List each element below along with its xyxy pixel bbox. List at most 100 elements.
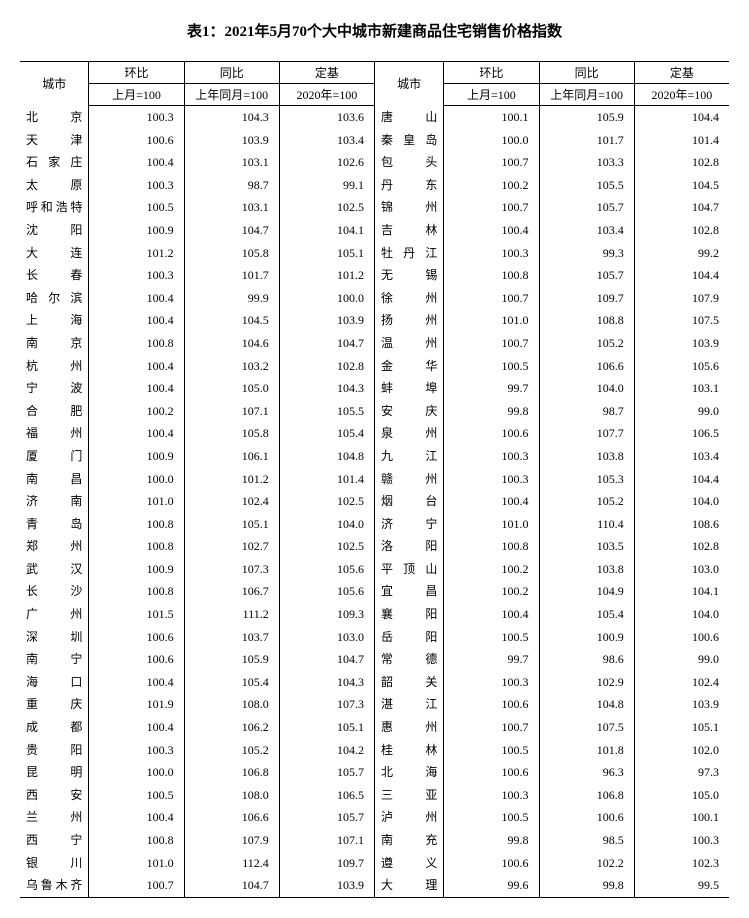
value-cell: 100.3 — [444, 671, 539, 694]
value-cell: 100.6 — [634, 626, 729, 649]
value-cell: 107.3 — [279, 693, 374, 716]
city-cell: 上海 — [20, 309, 89, 332]
value-cell: 100.5 — [444, 626, 539, 649]
value-cell: 100.8 — [89, 535, 184, 558]
value-cell: 100.3 — [89, 264, 184, 287]
city-cell: 扬州 — [374, 309, 443, 332]
value-cell: 102.8 — [634, 151, 729, 174]
header-city-left: 城市 — [20, 62, 89, 106]
value-cell: 100.3 — [89, 739, 184, 762]
city-cell: 西宁 — [20, 829, 89, 852]
value-cell: 101.8 — [539, 739, 634, 762]
value-cell: 106.7 — [184, 580, 279, 603]
value-cell: 104.2 — [279, 739, 374, 762]
value-cell: 100.4 — [89, 806, 184, 829]
value-cell: 108.0 — [184, 693, 279, 716]
table-row: 呼和浩特100.5103.1102.5锦州100.7105.7104.7 — [20, 196, 729, 219]
value-cell: 100.4 — [444, 490, 539, 513]
value-cell: 100.2 — [444, 580, 539, 603]
value-cell: 105.4 — [539, 603, 634, 626]
value-cell: 105.1 — [279, 716, 374, 739]
value-cell: 101.2 — [184, 468, 279, 491]
table-row: 南宁100.6105.9104.7常德99.798.699.0 — [20, 648, 729, 671]
city-cell: 洛阳 — [374, 535, 443, 558]
value-cell: 100.1 — [634, 806, 729, 829]
table-row: 乌鲁木齐100.7104.7103.9大理99.699.899.5 — [20, 874, 729, 897]
table-row: 济南101.0102.4102.5烟台100.4105.2104.0 — [20, 490, 729, 513]
value-cell: 97.3 — [634, 761, 729, 784]
value-cell: 100.2 — [444, 558, 539, 581]
table-row: 成都100.4106.2105.1惠州100.7107.5105.1 — [20, 716, 729, 739]
value-cell: 105.4 — [279, 422, 374, 445]
city-cell: 牡丹江 — [374, 242, 443, 265]
value-cell: 105.7 — [279, 761, 374, 784]
value-cell: 100.3 — [634, 829, 729, 852]
value-cell: 105.1 — [279, 242, 374, 265]
value-cell: 101.0 — [444, 513, 539, 536]
value-cell: 103.3 — [539, 151, 634, 174]
value-cell: 101.0 — [444, 309, 539, 332]
value-cell: 105.9 — [184, 648, 279, 671]
city-cell: 南充 — [374, 829, 443, 852]
value-cell: 105.1 — [184, 513, 279, 536]
value-cell: 104.1 — [279, 219, 374, 242]
value-cell: 104.7 — [279, 648, 374, 671]
value-cell: 104.8 — [279, 445, 374, 468]
value-cell: 105.2 — [539, 490, 634, 513]
table-row: 贵阳100.3105.2104.2桂林100.5101.8102.0 — [20, 739, 729, 762]
subheader-yoy-right: 上年同月=100 — [539, 84, 634, 106]
city-cell: 泸州 — [374, 806, 443, 829]
city-cell: 包头 — [374, 151, 443, 174]
city-cell: 泉州 — [374, 422, 443, 445]
value-cell: 99.3 — [539, 242, 634, 265]
city-cell: 大理 — [374, 874, 443, 897]
city-cell: 唐山 — [374, 106, 443, 129]
table-row: 银川101.0112.4109.7遵义100.6102.2102.3 — [20, 852, 729, 875]
value-cell: 100.5 — [89, 784, 184, 807]
table-row: 长沙100.8106.7105.6宜昌100.2104.9104.1 — [20, 580, 729, 603]
city-cell: 广州 — [20, 603, 89, 626]
value-cell: 103.5 — [539, 535, 634, 558]
value-cell: 107.9 — [634, 287, 729, 310]
table-row: 沈阳100.9104.7104.1吉林100.4103.4102.8 — [20, 219, 729, 242]
city-cell: 长沙 — [20, 580, 89, 603]
value-cell: 100.0 — [89, 761, 184, 784]
value-cell: 104.1 — [634, 580, 729, 603]
city-cell: 深圳 — [20, 626, 89, 649]
city-cell: 宁波 — [20, 377, 89, 400]
value-cell: 101.7 — [184, 264, 279, 287]
value-cell: 100.4 — [89, 422, 184, 445]
city-cell: 常德 — [374, 648, 443, 671]
value-cell: 101.5 — [89, 603, 184, 626]
value-cell: 104.4 — [634, 106, 729, 129]
value-cell: 100.4 — [89, 151, 184, 174]
value-cell: 103.8 — [539, 445, 634, 468]
table-row: 上海100.4104.5103.9扬州101.0108.8107.5 — [20, 309, 729, 332]
city-cell: 岳阳 — [374, 626, 443, 649]
value-cell: 101.0 — [89, 852, 184, 875]
value-cell: 105.7 — [539, 264, 634, 287]
value-cell: 102.9 — [539, 671, 634, 694]
value-cell: 104.3 — [279, 377, 374, 400]
value-cell: 102.5 — [279, 196, 374, 219]
value-cell: 104.9 — [539, 580, 634, 603]
subheader-mom-left: 上月=100 — [89, 84, 184, 106]
value-cell: 102.3 — [634, 852, 729, 875]
value-cell: 104.3 — [184, 106, 279, 129]
city-cell: 南京 — [20, 332, 89, 355]
price-index-table: 城市 环比 同比 定基 城市 环比 同比 定基 上月=100 上年同月=100 … — [20, 61, 729, 898]
value-cell: 109.3 — [279, 603, 374, 626]
city-cell: 青岛 — [20, 513, 89, 536]
city-cell: 贵阳 — [20, 739, 89, 762]
value-cell: 105.9 — [539, 106, 634, 129]
value-cell: 100.6 — [444, 761, 539, 784]
value-cell: 100.9 — [539, 626, 634, 649]
value-cell: 100.0 — [279, 287, 374, 310]
value-cell: 103.4 — [539, 219, 634, 242]
value-cell: 104.4 — [634, 264, 729, 287]
city-cell: 秦皇岛 — [374, 129, 443, 152]
city-cell: 沈阳 — [20, 219, 89, 242]
value-cell: 100.0 — [444, 129, 539, 152]
value-cell: 102.4 — [634, 671, 729, 694]
city-cell: 九江 — [374, 445, 443, 468]
